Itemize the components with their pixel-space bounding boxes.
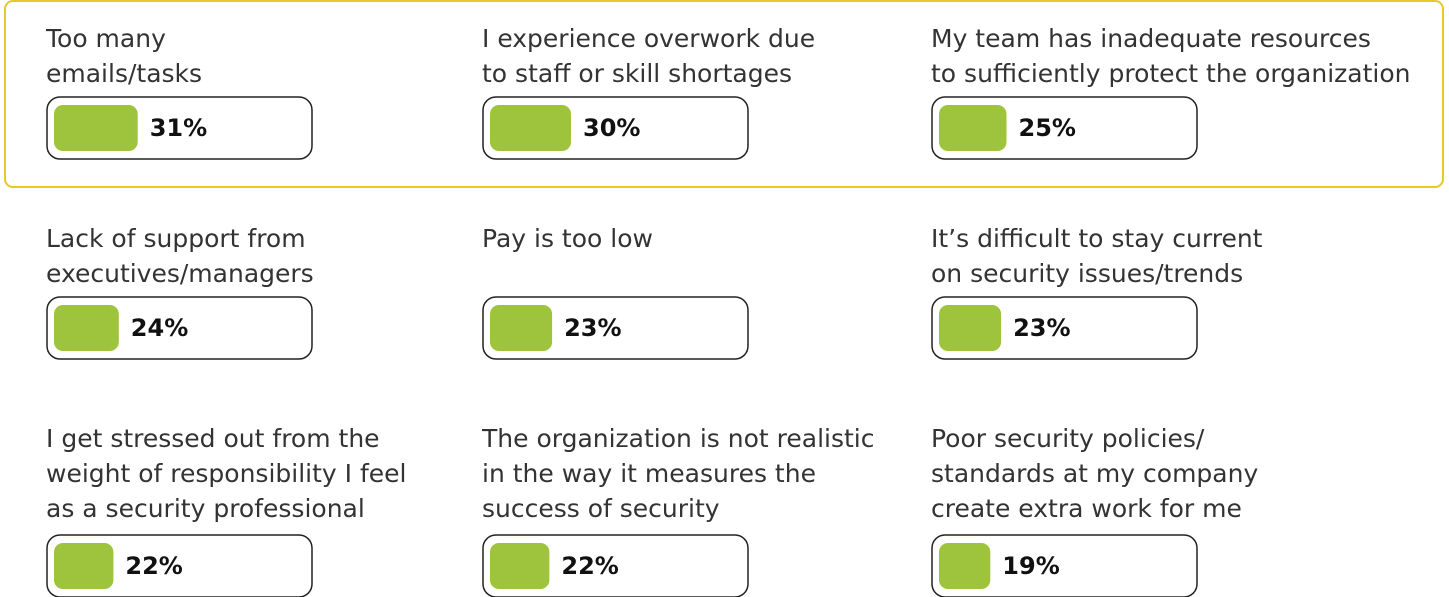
- bar-track: [482, 534, 749, 597]
- category-label: I get stressed out from the: [46, 424, 380, 453]
- category-label: Too many: [45, 24, 166, 53]
- category-label: Poor security policies/: [931, 424, 1205, 453]
- bar: [54, 543, 114, 589]
- bar-track: [482, 96, 749, 160]
- category-label: in the way it measures the: [482, 459, 816, 488]
- bar: [490, 105, 571, 151]
- bar-track: [46, 296, 313, 360]
- value-label: 23%: [1013, 314, 1070, 342]
- category-label: I experience overwork due: [482, 24, 815, 53]
- category-label: My team has inadequate resources: [931, 24, 1371, 53]
- bar: [490, 305, 553, 351]
- bar-track: [46, 96, 313, 160]
- category-label: Pay is too low: [482, 224, 653, 253]
- category-label: executives/managers: [46, 259, 314, 288]
- bar: [54, 305, 119, 351]
- value-label: 22%: [561, 552, 618, 580]
- category-label: to sufficiently protect the organization: [931, 59, 1410, 88]
- highlight-frame: [4, 0, 1444, 188]
- category-label: weight of responsibility I feel: [46, 459, 406, 488]
- bar: [939, 105, 1007, 151]
- category-label: The organization is not realistic: [481, 424, 874, 453]
- value-label: 25%: [1019, 114, 1076, 142]
- bar-track: [931, 534, 1198, 597]
- category-label: as a security professional: [46, 494, 365, 523]
- bar: [490, 543, 550, 589]
- category-label: create extra work for me: [931, 494, 1242, 523]
- bar-track: [46, 534, 313, 597]
- category-label: Lack of support from: [46, 224, 306, 253]
- value-label: 23%: [564, 314, 621, 342]
- bar-track: [482, 296, 749, 360]
- category-label: emails/tasks: [46, 59, 202, 88]
- value-label: 31%: [150, 114, 207, 142]
- value-label: 30%: [583, 114, 640, 142]
- bar: [54, 105, 138, 151]
- category-label: standards at my company: [931, 459, 1258, 488]
- value-label: 24%: [131, 314, 188, 342]
- value-label: 22%: [125, 552, 182, 580]
- bar: [939, 543, 991, 589]
- category-label: It’s difficult to stay current: [931, 224, 1263, 253]
- bar-track: [931, 96, 1198, 160]
- category-label: to staff or skill shortages: [482, 59, 792, 88]
- category-label: success of security: [482, 494, 720, 523]
- category-label: on security issues/trends: [931, 259, 1243, 288]
- bar: [939, 305, 1002, 351]
- bar-track: [931, 296, 1198, 360]
- value-label: 19%: [1002, 552, 1059, 580]
